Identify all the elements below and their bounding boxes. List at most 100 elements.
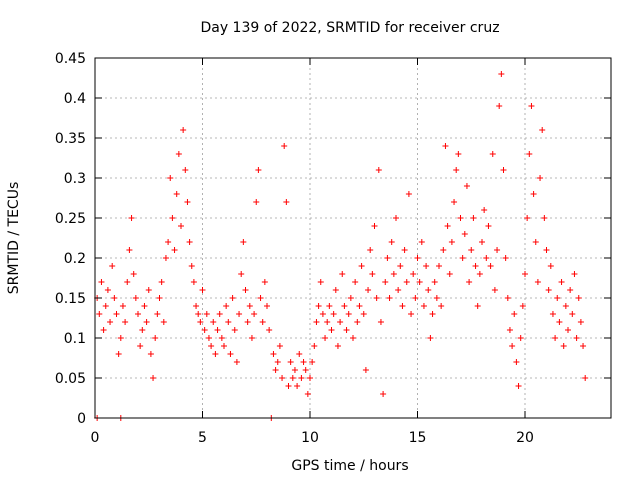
data-point bbox=[373, 295, 380, 301]
data-point bbox=[446, 271, 453, 277]
data-point bbox=[324, 319, 331, 325]
data-point bbox=[569, 311, 576, 317]
data-point bbox=[309, 359, 316, 365]
data-point bbox=[326, 303, 333, 309]
data-point bbox=[337, 319, 344, 325]
data-point bbox=[111, 295, 118, 301]
data-point bbox=[208, 343, 215, 349]
data-point bbox=[246, 303, 253, 309]
data-point bbox=[369, 271, 376, 277]
data-point bbox=[182, 167, 189, 173]
y-tick-label: 0.1 bbox=[64, 331, 86, 347]
data-point bbox=[240, 239, 247, 245]
data-point bbox=[425, 287, 432, 293]
data-point bbox=[537, 175, 544, 181]
data-point bbox=[229, 295, 236, 301]
data-point bbox=[565, 327, 571, 333]
data-point bbox=[313, 319, 320, 325]
y-tick-label: 0.25 bbox=[55, 211, 86, 227]
data-point bbox=[223, 303, 230, 309]
y-tick-label: 0.15 bbox=[55, 291, 86, 307]
data-point bbox=[147, 351, 154, 357]
data-point bbox=[317, 279, 324, 285]
data-point bbox=[287, 359, 294, 365]
data-point bbox=[380, 391, 387, 397]
data-point bbox=[504, 295, 511, 301]
data-point bbox=[345, 311, 352, 317]
data-point bbox=[459, 255, 466, 261]
data-point bbox=[354, 319, 361, 325]
data-point bbox=[264, 303, 270, 309]
data-point bbox=[496, 103, 503, 109]
data-point bbox=[195, 311, 202, 317]
data-point bbox=[160, 319, 167, 325]
grid bbox=[95, 58, 611, 418]
data-point bbox=[519, 303, 526, 309]
data-point bbox=[175, 151, 182, 157]
data-point bbox=[479, 239, 485, 245]
data-point bbox=[107, 319, 114, 325]
data-point bbox=[281, 143, 288, 149]
data-point bbox=[427, 335, 434, 341]
data-point bbox=[122, 319, 129, 325]
data-point bbox=[285, 383, 292, 389]
y-tick-label: 0.45 bbox=[55, 51, 86, 67]
data-point bbox=[393, 215, 399, 221]
data-point bbox=[558, 279, 565, 285]
data-point bbox=[365, 287, 372, 293]
data-point bbox=[375, 167, 382, 173]
data-point bbox=[457, 215, 464, 221]
data-point bbox=[384, 255, 391, 261]
data-point bbox=[276, 343, 283, 349]
data-point bbox=[395, 287, 402, 293]
data-point bbox=[476, 271, 483, 277]
data-point bbox=[259, 319, 266, 325]
data-point bbox=[244, 319, 251, 325]
data-point bbox=[545, 287, 552, 293]
data-point bbox=[158, 279, 165, 285]
data-point bbox=[332, 287, 339, 293]
data-point bbox=[371, 223, 378, 229]
data-point bbox=[132, 295, 139, 301]
data-point bbox=[339, 271, 346, 277]
data-point bbox=[270, 351, 277, 357]
data-point bbox=[481, 207, 488, 213]
x-tick-label: 20 bbox=[516, 430, 534, 446]
data-point bbox=[171, 247, 178, 253]
data-point bbox=[468, 247, 475, 253]
data-point bbox=[199, 287, 206, 293]
data-point bbox=[440, 247, 447, 253]
data-point bbox=[494, 247, 501, 253]
data-point bbox=[524, 215, 531, 221]
data-point bbox=[556, 319, 563, 325]
data-point bbox=[343, 327, 350, 333]
data-point bbox=[474, 303, 481, 309]
x-tick-label: 10 bbox=[301, 430, 319, 446]
data-point bbox=[188, 263, 195, 269]
data-point bbox=[100, 327, 107, 333]
data-point bbox=[109, 263, 116, 269]
data-point bbox=[573, 335, 580, 341]
data-point bbox=[150, 375, 157, 381]
data-point bbox=[283, 199, 290, 205]
data-point bbox=[528, 103, 535, 109]
data-point bbox=[350, 335, 356, 341]
data-point bbox=[547, 263, 554, 269]
data-point bbox=[154, 311, 161, 317]
data-point bbox=[115, 351, 122, 357]
data-point bbox=[186, 239, 193, 245]
data-point bbox=[377, 319, 384, 325]
data-point bbox=[562, 303, 569, 309]
data-point bbox=[96, 311, 103, 317]
data-point bbox=[554, 295, 561, 301]
y-tick-label: 0 bbox=[77, 411, 86, 427]
data-point bbox=[483, 255, 490, 261]
data-point bbox=[423, 263, 430, 269]
data-point bbox=[511, 311, 518, 317]
data-point bbox=[98, 279, 105, 285]
data-point bbox=[362, 367, 369, 373]
data-point bbox=[539, 127, 546, 133]
plot-frame bbox=[94, 57, 612, 419]
data-point bbox=[266, 327, 273, 333]
data-point bbox=[251, 311, 258, 317]
